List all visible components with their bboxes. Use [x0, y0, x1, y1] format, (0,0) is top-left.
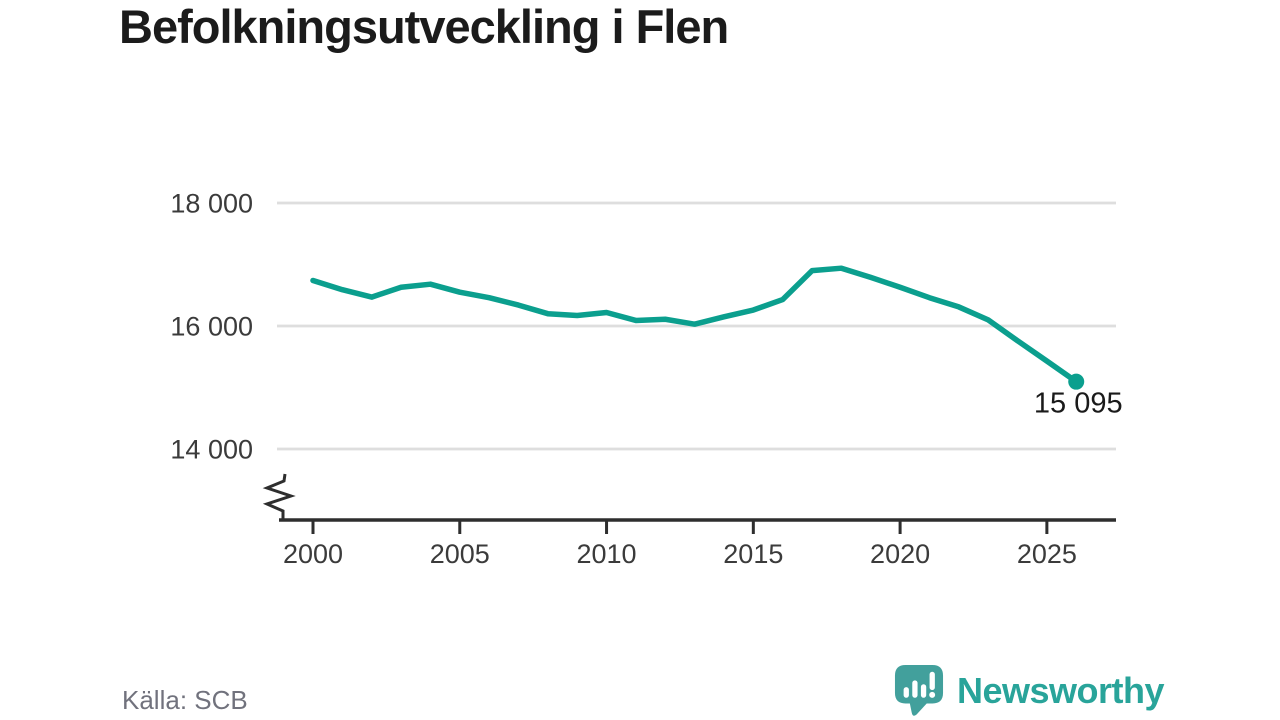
end-point-label: 15 095	[1034, 388, 1123, 420]
y-tick-label: 16 000	[170, 312, 253, 342]
newsworthy-logo: Newsworthy	[894, 663, 1165, 719]
x-tick-label: 2025	[1017, 539, 1077, 569]
source-credit: Källa: SCB	[122, 685, 248, 715]
y-tick-label: 14 000	[170, 435, 253, 465]
speech-bubble-shape	[894, 665, 944, 716]
bar-chart-glyph	[903, 671, 936, 698]
x-tick-label: 2020	[870, 539, 930, 569]
x-tick-label: 2000	[283, 539, 343, 569]
x-tick-label: 2005	[430, 539, 490, 569]
chart-title: Befolkningsutveckling i Flen	[119, 0, 729, 53]
newsworthy-logo-icon	[894, 665, 944, 716]
population-line	[310, 265, 1079, 385]
end-point-dot	[1068, 373, 1085, 390]
x-tick-label: 2015	[723, 539, 783, 569]
axis-break-icon	[262, 473, 296, 519]
newsworthy-logo-text: Newsworthy	[957, 670, 1165, 711]
x-tick-label: 2010	[577, 539, 637, 569]
y-tick-label: 18 000	[170, 189, 253, 219]
